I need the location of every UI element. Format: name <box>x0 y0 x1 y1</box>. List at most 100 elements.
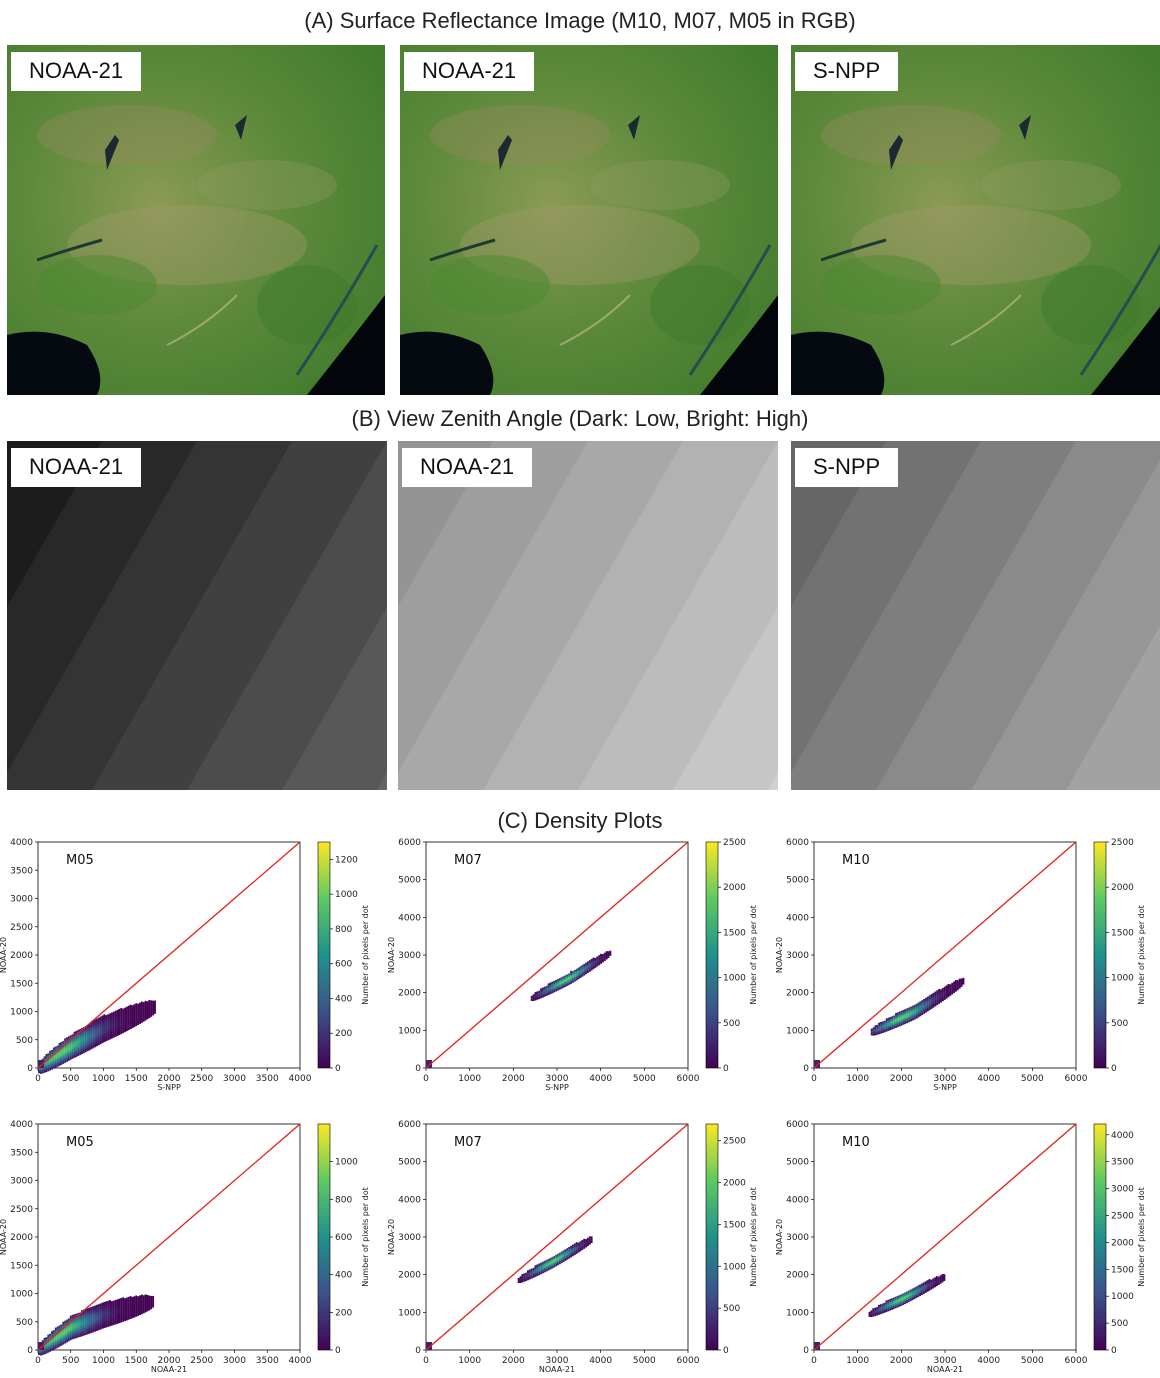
density-dot <box>583 1245 586 1248</box>
density-dot <box>928 1001 931 1004</box>
density-dot <box>551 1261 554 1264</box>
density-dot <box>570 1245 572 1248</box>
density-dot <box>907 1292 910 1295</box>
density-dot <box>146 1303 149 1305</box>
density-dot <box>97 1307 100 1310</box>
density-dot <box>90 1036 93 1039</box>
density-dot <box>940 997 942 1000</box>
density-dot <box>926 1004 929 1007</box>
density-dot <box>49 1065 52 1068</box>
x-tick-label: 2000 <box>890 1074 913 1084</box>
density-dot <box>110 1014 113 1017</box>
density-dot <box>107 1318 110 1321</box>
density-dot <box>90 1039 93 1042</box>
density-dot <box>96 1324 98 1327</box>
density-dot <box>932 997 935 1000</box>
reflectance-image-1-graphic <box>7 45 385 395</box>
density-dot <box>66 1056 68 1059</box>
density-dot <box>564 978 567 981</box>
density-dot <box>66 1055 68 1057</box>
density-dot <box>94 1311 97 1314</box>
density-dot <box>122 1024 125 1027</box>
density-dot <box>96 1028 98 1031</box>
density-dot <box>96 1039 98 1042</box>
density-dot <box>79 1326 82 1329</box>
density-dot <box>896 1021 899 1024</box>
density-dot <box>82 1041 85 1044</box>
density-dot <box>84 1047 87 1050</box>
density-dot <box>69 1336 72 1339</box>
density-dot <box>549 989 552 991</box>
density-dot <box>79 1048 82 1051</box>
density-dot <box>907 1290 910 1293</box>
density-dot <box>127 1317 130 1320</box>
density-dot <box>885 1310 888 1313</box>
density-dot <box>88 1033 91 1036</box>
density-dot <box>38 1069 40 1072</box>
density-dot <box>120 1019 123 1022</box>
density-dot <box>135 1309 138 1312</box>
density-dot <box>125 1009 128 1012</box>
density-dot <box>135 1014 138 1017</box>
density-dot <box>79 1325 82 1328</box>
density-dot <box>142 1304 145 1307</box>
density-dot <box>62 1060 65 1063</box>
density-dot <box>140 1302 143 1305</box>
density-dot <box>557 1263 559 1266</box>
density-dot <box>131 1024 134 1027</box>
density-dot <box>127 1312 130 1315</box>
density-dot <box>101 1317 104 1320</box>
density-dot <box>105 1024 108 1027</box>
density-dot <box>906 1013 909 1015</box>
density-dot <box>79 1045 82 1048</box>
density-dot <box>101 1034 104 1037</box>
colorbar-tick-label: 3500 <box>1111 1158 1134 1168</box>
density-dot <box>585 1242 587 1245</box>
density-dot <box>45 1062 48 1065</box>
density-dot <box>109 1313 112 1315</box>
density-dot <box>960 980 963 983</box>
density-dot <box>103 1305 106 1308</box>
density-dot <box>60 1327 63 1330</box>
density-dot <box>594 962 597 965</box>
density-dot <box>118 1029 121 1032</box>
density-dot <box>139 1305 141 1308</box>
density-dot <box>553 990 556 993</box>
density-dot <box>926 1006 929 1009</box>
density-dot <box>122 1305 125 1308</box>
density-dot <box>532 1267 535 1270</box>
y-tick-label: 5000 <box>786 876 809 886</box>
density-dot <box>118 1321 121 1324</box>
density-dot <box>99 1314 102 1317</box>
density-dot <box>140 1009 143 1012</box>
density-dot <box>110 1310 113 1313</box>
density-dot <box>934 994 937 997</box>
density-dot <box>588 1237 591 1240</box>
density-dot <box>892 1307 895 1310</box>
density-dot <box>139 1022 141 1024</box>
origin-cluster <box>814 1342 820 1350</box>
density-dot <box>43 1058 46 1060</box>
density-dot <box>913 1017 916 1020</box>
density-dot <box>911 1291 914 1294</box>
zenith-image-1-label: NOAA-21 <box>11 448 142 487</box>
density-dot <box>97 1022 100 1025</box>
density-dot <box>891 1304 893 1307</box>
density-dot <box>553 1263 556 1266</box>
density-dot <box>122 1319 125 1322</box>
density-dot <box>110 1301 113 1304</box>
density-dot <box>88 1045 91 1048</box>
density-dot <box>954 981 957 984</box>
y-tick-label: 1000 <box>398 1026 421 1036</box>
x-tick-label: 1000 <box>846 1074 869 1084</box>
density-dot <box>84 1326 87 1329</box>
density-dot <box>139 1020 141 1023</box>
colorbar <box>1093 841 1107 1069</box>
density-dot <box>114 1301 117 1304</box>
density-dot <box>939 1280 942 1283</box>
density-dot <box>94 1027 97 1030</box>
density-cloud <box>870 977 965 1036</box>
density-dot <box>540 996 543 999</box>
density-dot <box>528 1274 531 1277</box>
density-dot <box>47 1054 50 1057</box>
